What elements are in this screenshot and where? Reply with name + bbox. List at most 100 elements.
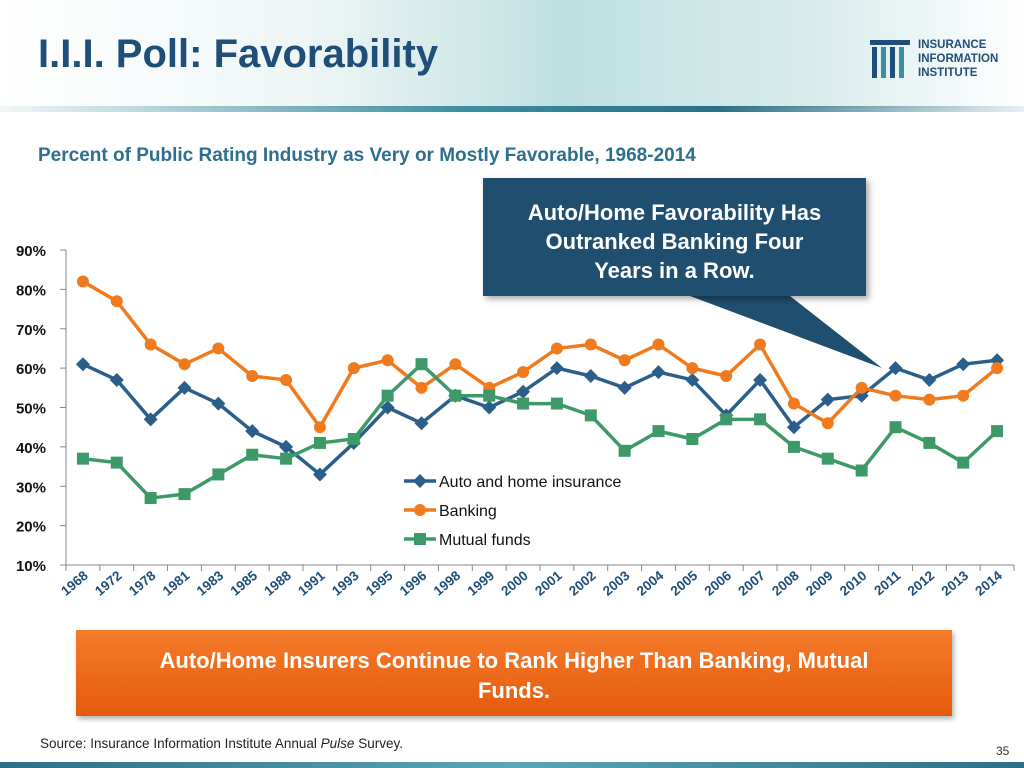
conclusion-line-2: Funds. — [477, 678, 551, 703]
data-point-mutual-funds — [76, 452, 89, 465]
data-point-auto-and-home-insurance — [482, 400, 497, 415]
data-point-mutual-funds — [889, 421, 902, 434]
page-number: 35 — [996, 744, 1010, 758]
data-point-mutual-funds — [483, 389, 496, 402]
data-point-auto-and-home-insurance — [211, 396, 226, 411]
x-tick-label: 2012 — [905, 568, 938, 599]
data-point-mutual-funds — [652, 425, 665, 438]
data-point-auto-and-home-insurance — [549, 361, 564, 376]
x-tick-label: 1988 — [261, 568, 294, 599]
callout-text: Auto/Home Favorability Has Outranked Ban… — [483, 198, 866, 285]
data-point-mutual-funds — [144, 492, 157, 505]
footer-bar — [0, 762, 1024, 768]
legend-marker-mutual-funds — [414, 533, 426, 545]
page-title: I.I.I. Poll: Favorability — [38, 32, 439, 76]
data-point-mutual-funds — [280, 452, 293, 465]
x-tick-label: 2002 — [566, 568, 599, 599]
data-point-auto-and-home-insurance — [888, 361, 903, 376]
data-point-mutual-funds — [517, 397, 530, 410]
data-point-auto-and-home-insurance — [380, 400, 395, 415]
data-point-banking — [889, 389, 902, 402]
x-tick-label: 1999 — [464, 568, 497, 599]
conclusion-line-1: Auto/Home Insurers Continue to Rank High… — [159, 648, 869, 673]
data-point-auto-and-home-insurance — [583, 369, 598, 383]
x-tick-label: 1968 — [58, 568, 91, 599]
data-point-mutual-funds — [754, 413, 767, 426]
data-point-auto-and-home-insurance — [617, 380, 632, 395]
data-point-banking — [652, 338, 665, 351]
callout-line-3: Years in a Row. — [594, 258, 755, 283]
x-tick-label: 1993 — [329, 568, 362, 599]
data-point-auto-and-home-insurance — [245, 424, 260, 439]
data-point-banking — [246, 370, 259, 382]
data-point-auto-and-home-insurance — [109, 372, 124, 387]
data-point-banking — [787, 397, 800, 410]
logo-line-2: INFORMATION — [918, 53, 999, 65]
conclusion-text: Auto/Home Insurers Continue to Rank High… — [96, 646, 932, 706]
data-point-mutual-funds — [991, 425, 1004, 438]
x-tick-label: 1995 — [363, 568, 396, 599]
data-point-banking — [144, 338, 157, 351]
conclusion-box: Auto/Home Insurers Continue to Rank High… — [76, 630, 952, 716]
data-point-mutual-funds — [347, 433, 360, 445]
logo-text: INSURANCE INFORMATION INSTITUTE — [918, 38, 998, 80]
data-point-mutual-funds — [550, 397, 563, 410]
logo-line-1: INSURANCE — [918, 39, 987, 51]
x-tick-label: 2009 — [803, 568, 836, 599]
x-tick-label: 2000 — [498, 568, 531, 599]
data-point-banking — [957, 389, 970, 402]
chart-subtitle: Percent of Public Rating Industry as Ver… — [38, 145, 696, 166]
x-tick-label: 1991 — [295, 568, 328, 599]
series-line-banking — [82, 279, 999, 429]
data-point-mutual-funds — [686, 433, 699, 445]
x-tick-label: 2007 — [735, 568, 768, 599]
data-point-banking — [584, 338, 597, 351]
data-point-banking — [212, 342, 225, 355]
legend-label-mutual-funds: Mutual funds — [439, 532, 531, 549]
x-tick-label: 2010 — [837, 568, 870, 599]
series-line-mutual-funds — [82, 362, 999, 500]
data-point-banking — [720, 370, 733, 382]
y-tick-label: 80% — [16, 282, 46, 299]
header-band — [0, 0, 1024, 108]
data-point-banking — [754, 338, 767, 351]
legend-label-auto-and-home-insurance: Auto and home insurance — [439, 474, 621, 491]
data-point-mutual-funds — [923, 436, 936, 449]
y-tick-label: 70% — [16, 322, 46, 339]
data-point-mutual-funds — [720, 413, 733, 426]
data-point-mutual-funds — [821, 452, 834, 465]
logo-line-3: INSTITUTE — [918, 67, 978, 79]
x-tick-label: 1983 — [194, 568, 227, 599]
data-point-auto-and-home-insurance — [177, 380, 192, 395]
data-point-auto-and-home-insurance — [956, 357, 971, 372]
x-tick-label: 2005 — [668, 568, 701, 599]
y-tick-label: 30% — [16, 479, 46, 496]
source-note: Source: Insurance Information Institute … — [40, 736, 403, 751]
y-tick-label: 60% — [16, 361, 46, 378]
callout-box: Auto/Home Favorability Has Outranked Ban… — [483, 178, 866, 296]
data-point-auto-and-home-insurance — [651, 365, 666, 380]
data-point-mutual-funds — [381, 389, 394, 402]
callout-line-1: Auto/Home Favorability Has — [527, 200, 822, 225]
x-tick-label: 1985 — [227, 568, 260, 599]
data-point-banking — [821, 417, 834, 430]
x-tick-label: 1981 — [160, 568, 193, 599]
legend-marker-auto-and-home-insurance — [413, 474, 427, 488]
data-point-auto-and-home-insurance — [75, 357, 90, 372]
data-point-mutual-funds — [855, 464, 868, 477]
data-point-mutual-funds — [313, 436, 326, 449]
data-point-banking — [347, 362, 360, 375]
data-point-auto-and-home-insurance — [312, 467, 327, 482]
data-point-banking — [381, 354, 394, 367]
logo-mark-icon — [870, 40, 910, 78]
data-point-auto-and-home-insurance — [786, 420, 801, 435]
data-point-banking — [686, 362, 699, 375]
data-point-banking — [280, 373, 293, 386]
data-point-banking — [313, 421, 326, 434]
data-point-auto-and-home-insurance — [753, 372, 768, 387]
data-point-banking — [110, 295, 123, 308]
header-divider — [0, 106, 1024, 112]
x-tick-label: 2013 — [938, 568, 971, 599]
x-tick-label: 2008 — [769, 568, 802, 599]
y-tick-label: 10% — [16, 558, 46, 575]
